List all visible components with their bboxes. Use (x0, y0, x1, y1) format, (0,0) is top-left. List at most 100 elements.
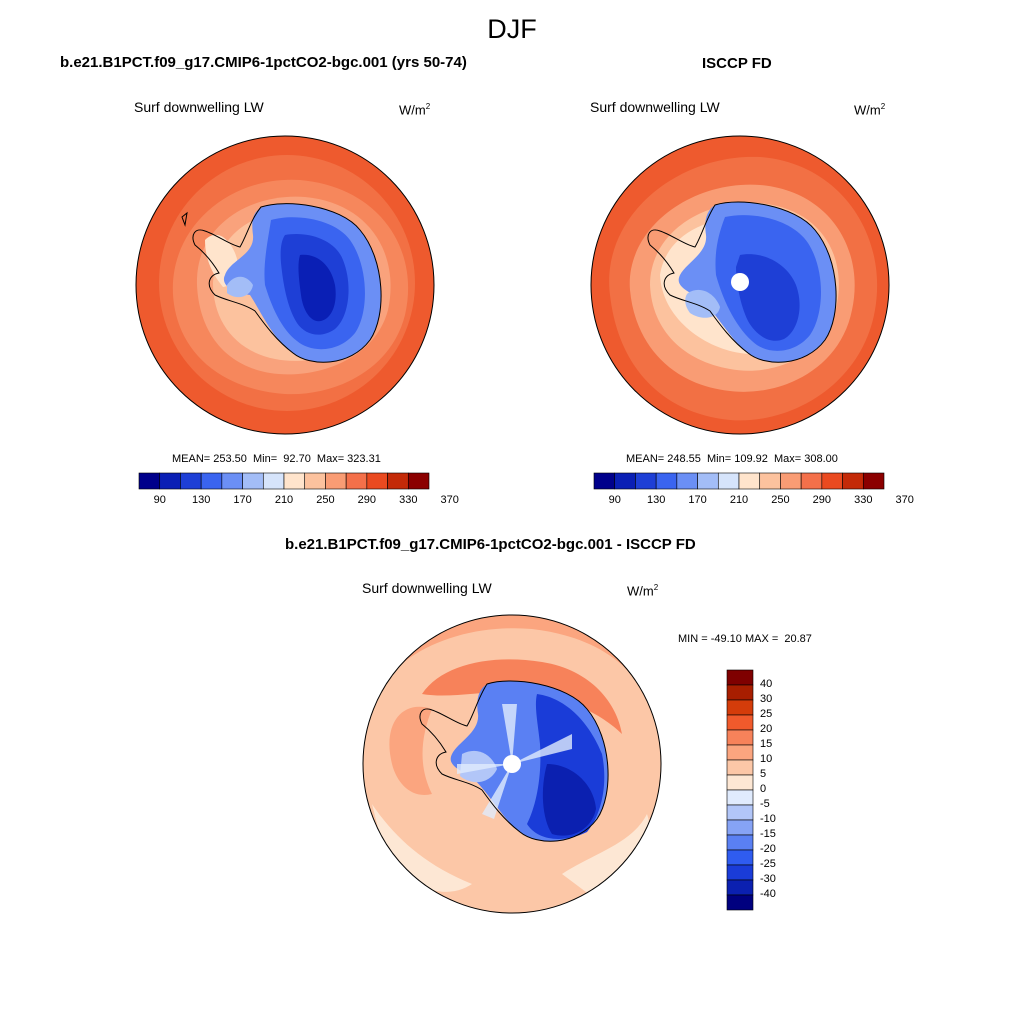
model-colorbar-box (407, 472, 430, 490)
obs-colorbar-box (614, 472, 636, 490)
diff-colorbar-box (726, 879, 754, 896)
diff-panel-title: b.e21.B1PCT.f09_g17.CMIP6-1pctCO2-bgc.00… (285, 536, 696, 553)
figure-title: DJF (487, 14, 537, 44)
obs-colorbar-box (842, 472, 864, 490)
obs-colorbar-tick-label: 330 (854, 494, 873, 506)
diff-colorbar-box (726, 804, 754, 821)
diff-colorbar-label: -40 (760, 888, 776, 900)
diff-map-border (362, 614, 662, 914)
diff-colorbar-box (726, 819, 754, 836)
diff-colorbar-box (726, 894, 754, 911)
obs-colorbar-box (635, 472, 657, 490)
model-colorbar-ticks: 90 130 170 210 250 290 330 370 (139, 494, 459, 508)
diff-colorbar-label: 10 (760, 753, 773, 765)
diff-colorbar-label: 25 (760, 708, 773, 720)
diff-colorbar (726, 669, 754, 911)
diff-colorbar-box (726, 789, 754, 806)
model-colorbar-box (221, 472, 243, 490)
diff-stats: MIN = -49.10 MAX = 20.87 (678, 633, 812, 645)
model-units-label: W/m2 (399, 102, 431, 118)
obs-colorbar-box (821, 472, 843, 490)
model-colorbar-box (387, 472, 409, 490)
obs-colorbar-tick-label: 210 (729, 494, 749, 506)
model-colorbar-box (242, 472, 264, 490)
model-colorbar-box (325, 472, 347, 490)
diff-colorbar-box (726, 864, 754, 881)
model-colorbar-tick-label: 330 (399, 494, 418, 506)
diff-colorbar-box (726, 759, 754, 776)
diff-colorbar-box (726, 729, 754, 746)
obs-colorbar-box (759, 472, 781, 490)
diff-colorbar-box (726, 699, 754, 716)
obs-colorbar-box (593, 472, 616, 490)
model-coastline (192, 203, 382, 363)
obs-map-border (590, 135, 890, 435)
model-colorbar-box (138, 472, 161, 490)
diff-colorbar-label: 0 (760, 783, 767, 795)
model-colorbar (138, 472, 430, 490)
diff-colorbar-box (726, 744, 754, 761)
obs-panel-title: ISCCP FD (702, 55, 772, 72)
model-colorbar-box (366, 472, 388, 490)
diff-colorbar-box (726, 669, 754, 686)
obs-colorbar-box (800, 472, 823, 490)
model-colorbar-box (180, 472, 202, 490)
model-variable-label: Surf downwelling LW (134, 99, 264, 115)
obs-colorbar-tick-label: 370 (895, 494, 914, 506)
model-map-border (135, 135, 435, 435)
diff-colorbar-box (726, 774, 754, 791)
diff-colorbar-box (726, 714, 754, 731)
model-colorbar-tick-label: 170 (233, 494, 252, 506)
obs-colorbar-box (717, 472, 740, 490)
obs-colorbar-box (655, 472, 678, 490)
obs-colorbar-tick-label: 250 (771, 494, 790, 506)
obs-colorbar-tick-label: 170 (688, 494, 707, 506)
diff-colorbar-box (726, 849, 754, 866)
diff-colorbar-label: 5 (760, 768, 767, 780)
obs-pole-hole (731, 273, 749, 291)
diff-polar-map (362, 614, 662, 914)
diff-colorbar-label: -20 (760, 843, 776, 855)
model-colorbar-box (262, 472, 285, 490)
diff-colorbar-labels: 40 30 25 20 15 10 5 0 -5 -10 -15 -20 -25 -30 -40 (760, 670, 800, 910)
model-colorbar-tick-label: 90 (153, 494, 166, 506)
diff-coastline (419, 680, 609, 842)
diff-colorbar-label: 40 (760, 678, 773, 690)
model-colorbar-box (159, 472, 181, 490)
diff-pole-hole (503, 755, 521, 773)
obs-colorbar (593, 472, 885, 490)
diff-colorbar-box (726, 834, 754, 851)
obs-colorbar-tick-label: 130 (646, 494, 666, 506)
obs-units-label: W/m2 (854, 102, 886, 118)
obs-stats: MEAN= 248.55 Min= 109.92 Max= 308.00 (626, 453, 838, 465)
model-colorbar-box (304, 472, 326, 490)
obs-colorbar-box (780, 472, 802, 490)
model-colorbar-box (200, 472, 223, 490)
diff-units-label: W/m2 (627, 583, 659, 599)
obs-colorbar-tick-label: 290 (812, 494, 832, 506)
diff-colorbar-label: 30 (760, 693, 773, 705)
obs-colorbar-box (738, 472, 761, 490)
diff-colorbar-box (726, 684, 754, 701)
model-colorbar-box (283, 472, 306, 490)
model-colorbar-tick-label: 250 (316, 494, 335, 506)
diff-colorbar-label: -5 (760, 798, 770, 810)
diff-variable-label: Surf downwelling LW (362, 580, 492, 596)
obs-colorbar-tick-label: 90 (608, 494, 621, 506)
model-colorbar-tick-label: 210 (274, 494, 294, 506)
obs-colorbar-box (697, 472, 719, 490)
model-colorbar-tick-label: 130 (191, 494, 211, 506)
obs-colorbar-box (862, 472, 885, 490)
diff-colorbar-label: -15 (760, 828, 776, 840)
obs-colorbar-ticks: 90 130 170 210 250 290 330 370 (594, 494, 914, 508)
model-colorbar-tick-label: 370 (440, 494, 459, 506)
model-colorbar-box (345, 472, 368, 490)
diff-colorbar-label: 20 (760, 723, 773, 735)
model-colorbar-tick-label: 290 (357, 494, 377, 506)
diff-colorbar-label: 15 (760, 738, 773, 750)
diff-colorbar-label: -10 (760, 813, 776, 825)
model-stats: MEAN= 253.50 Min= 92.70 Max= 323.31 (172, 453, 381, 465)
model-panel-title: b.e21.B1PCT.f09_g17.CMIP6-1pctCO2-bgc.00… (60, 54, 467, 71)
model-polar-map (135, 135, 435, 435)
obs-polar-map (590, 135, 890, 435)
